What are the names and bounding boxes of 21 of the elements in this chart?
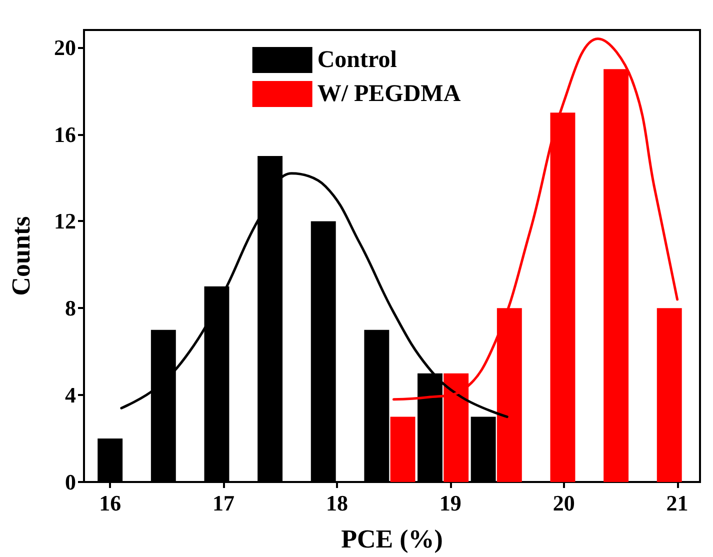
- x-tick-label: 20: [552, 490, 575, 516]
- y-tick-label: 8: [65, 296, 76, 321]
- y-tick-label: 0: [65, 470, 76, 494]
- bar: [364, 330, 390, 482]
- x-tick-label: 17: [212, 490, 235, 516]
- bar: [470, 416, 496, 482]
- x-tick-label: 21: [666, 490, 688, 516]
- x-tick-label: 18: [326, 490, 348, 516]
- bar: [390, 416, 416, 482]
- x-tick-label: 16: [99, 490, 122, 516]
- y-axis-title: Counts: [6, 216, 36, 296]
- x-tick-label: 19: [439, 490, 462, 516]
- legend-label: W/ PEGDMA: [317, 81, 462, 107]
- legend-label: Control: [317, 47, 398, 73]
- bar: [310, 221, 336, 482]
- y-tick-label: 4: [65, 382, 76, 408]
- bar: [656, 308, 682, 482]
- x-axis-title: PCE (%): [341, 524, 443, 554]
- y-tick-label: 16: [54, 122, 76, 147]
- y-tick-label: 12: [54, 208, 76, 234]
- y-tick-label: 20: [54, 34, 76, 60]
